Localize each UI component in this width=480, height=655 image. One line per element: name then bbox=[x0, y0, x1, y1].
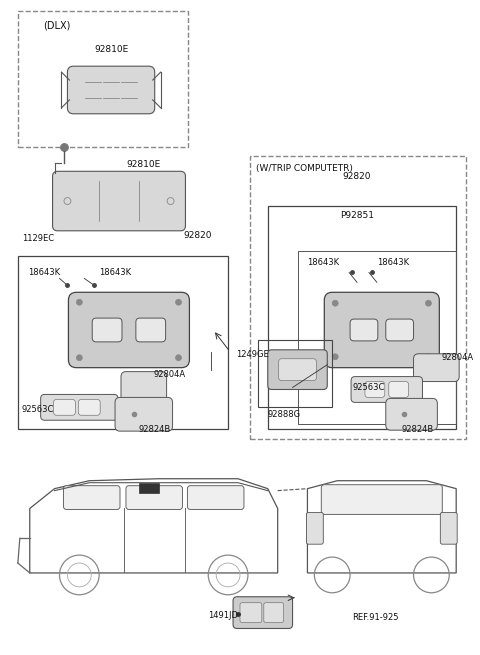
FancyBboxPatch shape bbox=[321, 485, 442, 514]
FancyBboxPatch shape bbox=[324, 292, 439, 367]
Text: (DLX): (DLX) bbox=[43, 20, 70, 31]
Text: P92851: P92851 bbox=[340, 212, 374, 221]
Text: 18643K: 18643K bbox=[377, 258, 409, 267]
Text: 18643K: 18643K bbox=[307, 258, 339, 267]
FancyBboxPatch shape bbox=[41, 394, 118, 421]
FancyBboxPatch shape bbox=[365, 382, 385, 398]
FancyBboxPatch shape bbox=[440, 512, 457, 544]
FancyBboxPatch shape bbox=[69, 292, 190, 367]
Text: 92563C: 92563C bbox=[352, 383, 384, 392]
FancyBboxPatch shape bbox=[187, 485, 244, 510]
FancyBboxPatch shape bbox=[386, 319, 414, 341]
Circle shape bbox=[76, 299, 82, 305]
Text: 92810E: 92810E bbox=[94, 45, 128, 54]
Circle shape bbox=[332, 354, 338, 360]
FancyBboxPatch shape bbox=[264, 603, 284, 622]
FancyBboxPatch shape bbox=[350, 319, 378, 341]
Text: 92804A: 92804A bbox=[154, 370, 186, 379]
Circle shape bbox=[332, 300, 338, 306]
Circle shape bbox=[176, 355, 181, 361]
Text: 18643K: 18643K bbox=[99, 268, 132, 277]
Text: 1491JD: 1491JD bbox=[208, 611, 238, 620]
FancyBboxPatch shape bbox=[136, 318, 166, 342]
Circle shape bbox=[60, 143, 69, 151]
Text: 92820: 92820 bbox=[183, 231, 212, 240]
Bar bbox=[139, 483, 159, 493]
FancyBboxPatch shape bbox=[78, 400, 100, 415]
Text: 92563C: 92563C bbox=[22, 405, 54, 414]
FancyBboxPatch shape bbox=[92, 318, 122, 342]
FancyBboxPatch shape bbox=[126, 485, 182, 510]
Text: 92820: 92820 bbox=[343, 172, 371, 181]
Text: 92804A: 92804A bbox=[441, 353, 473, 362]
FancyBboxPatch shape bbox=[389, 382, 408, 398]
FancyBboxPatch shape bbox=[233, 597, 292, 629]
Text: REF.91-925: REF.91-925 bbox=[352, 613, 398, 622]
Text: 92810E: 92810E bbox=[127, 160, 161, 169]
Circle shape bbox=[176, 299, 181, 305]
FancyBboxPatch shape bbox=[121, 371, 167, 402]
Text: 18643K: 18643K bbox=[28, 268, 60, 277]
Circle shape bbox=[425, 300, 432, 306]
FancyBboxPatch shape bbox=[54, 400, 75, 415]
Text: 1249GE: 1249GE bbox=[236, 350, 269, 360]
FancyBboxPatch shape bbox=[63, 485, 120, 510]
FancyBboxPatch shape bbox=[240, 603, 262, 622]
FancyBboxPatch shape bbox=[306, 512, 324, 544]
FancyBboxPatch shape bbox=[53, 172, 185, 231]
Text: 92888G: 92888G bbox=[268, 410, 301, 419]
Text: 1129EC: 1129EC bbox=[22, 234, 54, 243]
FancyBboxPatch shape bbox=[351, 377, 422, 402]
Circle shape bbox=[76, 355, 82, 361]
FancyBboxPatch shape bbox=[67, 66, 155, 114]
FancyBboxPatch shape bbox=[386, 398, 437, 430]
FancyBboxPatch shape bbox=[268, 350, 327, 390]
FancyBboxPatch shape bbox=[414, 354, 459, 382]
FancyBboxPatch shape bbox=[279, 359, 316, 381]
FancyBboxPatch shape bbox=[115, 398, 172, 431]
Text: (W/TRIP COMPUTETR): (W/TRIP COMPUTETR) bbox=[256, 164, 353, 174]
Text: 92824B: 92824B bbox=[139, 424, 171, 434]
Circle shape bbox=[425, 354, 432, 360]
Text: 92824B: 92824B bbox=[402, 424, 434, 434]
